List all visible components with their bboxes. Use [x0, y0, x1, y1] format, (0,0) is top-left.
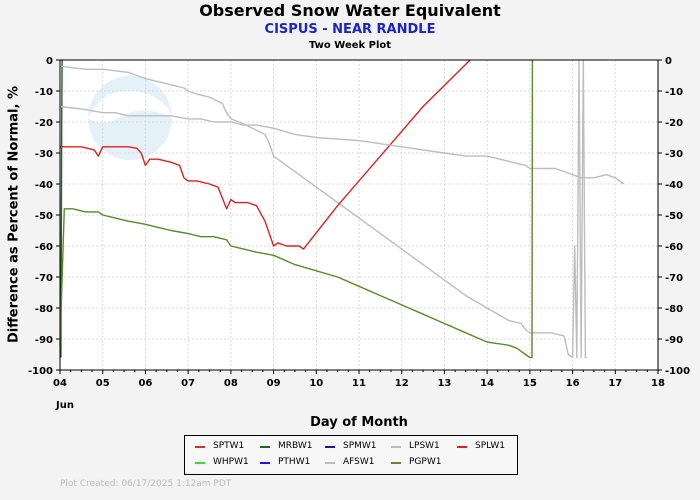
month-label: Jun: [56, 400, 74, 411]
y-tick-label-left: -10: [35, 87, 53, 98]
legend-label: PGPW1: [409, 457, 442, 467]
noaa-logo-watermark: NOAA: [88, 76, 172, 160]
y-tick-label-right: -50: [665, 211, 683, 222]
legend-swatch: [260, 446, 270, 448]
legend-label: SPLW1: [475, 441, 505, 451]
x-tick-label: 11: [352, 378, 366, 389]
y-tick-label-left: -50: [35, 211, 53, 222]
x-tick-label: 18: [651, 378, 665, 389]
x-tick-label: 14: [480, 378, 494, 389]
legend-swatch: [391, 462, 401, 464]
y-tick-label-right: -90: [665, 335, 683, 346]
legend-label: WHPW1: [213, 457, 249, 467]
series-line-lpsw1: [59, 59, 587, 359]
legend: SPTW1 MRBW1 SPMW1 LPSW1 SPLW1 WHPW1 PTHW1 AFSW1…: [184, 435, 518, 475]
x-tick-label: 17: [608, 378, 622, 389]
x-tick-label: 10: [309, 378, 323, 389]
y-axis-label: Difference as Percent of Normal, %: [6, 85, 22, 344]
x-axis-label: Day of Month: [310, 415, 408, 430]
y-tick-label-left: -90: [35, 335, 53, 346]
x-tick-label: 13: [437, 378, 451, 389]
legend-label: LPSW1: [409, 441, 440, 451]
legend-swatch: [391, 446, 401, 448]
y-tick-label-left: -30: [35, 149, 53, 160]
x-tick-label: 12: [395, 378, 409, 389]
chart-title: Observed Snow Water Equivalent: [199, 1, 501, 20]
x-tick-label: 08: [224, 378, 238, 389]
y-tick-label-right: 0: [665, 56, 672, 67]
y-tick-label-left: -40: [35, 180, 53, 191]
legend-swatch: [457, 446, 467, 448]
x-tick-label: 15: [523, 378, 537, 389]
legend-swatch: [260, 462, 270, 464]
legend-swatch: [325, 446, 335, 448]
noaa-logo-gull: [88, 90, 172, 123]
x-tick-label: 05: [96, 378, 110, 389]
x-tick-label: 06: [138, 378, 152, 389]
plot-created-footer: Plot Created: 06/17/2025 1:12am PDT: [60, 479, 232, 489]
x-tick-label: 07: [181, 378, 195, 389]
y-tick-label-left: -60: [35, 242, 53, 253]
series-line-splw1: [60, 59, 471, 250]
x-tick-label: 09: [267, 378, 281, 389]
x-tick-label: 04: [53, 378, 67, 389]
noaa-logo-text: NOAA: [106, 91, 155, 109]
y-tick-label-left: 0: [46, 56, 53, 67]
legend-swatch: [195, 446, 205, 448]
y-tick-label-right: -10: [665, 87, 683, 98]
y-tick-label-right: -20: [665, 118, 683, 129]
series-line-afsw1: [59, 105, 625, 185]
legend-label: MRBW1: [278, 441, 313, 451]
plot-label: Two Week Plot: [308, 40, 392, 51]
legend-swatch: [325, 462, 335, 464]
y-tick-label-right: -70: [665, 273, 683, 284]
legend-label: AFSW1: [343, 457, 375, 467]
y-tick-label-left: -70: [35, 273, 53, 284]
y-tick-label-right: -30: [665, 149, 683, 160]
y-tick-label-left: -100: [28, 366, 53, 377]
y-tick-label-right: -40: [665, 180, 683, 191]
y-tick-label-right: -60: [665, 242, 683, 253]
legend-label: SPMW1: [343, 441, 377, 451]
series-line-pgpw1: [59, 59, 534, 359]
y-tick-label-right: -80: [665, 304, 683, 315]
y-tick-label-left: -80: [35, 304, 53, 315]
chart-subtitle: CISPUS - NEAR RANDLE: [264, 22, 436, 37]
legend-label: SPTW1: [213, 441, 245, 451]
x-tick-label: 16: [566, 378, 580, 389]
legend-label: PTHW1: [278, 457, 311, 467]
legend-swatch: [195, 462, 205, 464]
y-tick-label-left: -20: [35, 118, 53, 129]
y-tick-label-right: -100: [665, 366, 690, 377]
